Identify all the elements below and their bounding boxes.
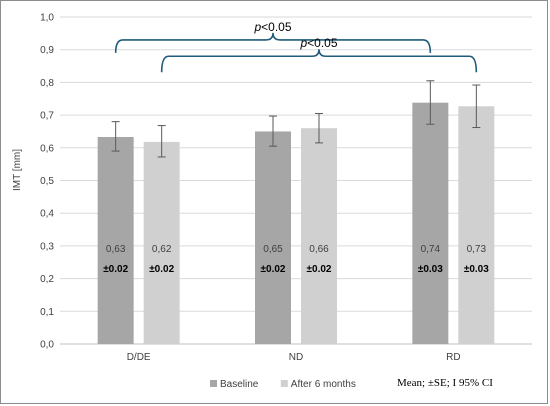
y-tick-label: 0,6 bbox=[40, 143, 54, 154]
value-label: 0,65 bbox=[263, 244, 283, 255]
bar bbox=[97, 137, 134, 344]
p-value-label: p<0.05 bbox=[253, 20, 291, 34]
value-label: 0,73 bbox=[467, 244, 487, 255]
value-label: 0,74 bbox=[421, 244, 441, 255]
value-label: 0,63 bbox=[106, 244, 126, 255]
footnote: Mean; ±SE; I 95% CI bbox=[397, 377, 493, 389]
p-threshold: <0.05 bbox=[307, 36, 338, 50]
error-bars bbox=[111, 80, 481, 158]
x-tick-label: RD bbox=[446, 352, 460, 363]
se-label: ±0.02 bbox=[307, 264, 332, 275]
p-threshold: <0.05 bbox=[261, 20, 292, 34]
y-tick-label: 0,8 bbox=[40, 78, 54, 89]
y-tick-label: 0,5 bbox=[40, 176, 54, 187]
y-tick-label: 0,7 bbox=[40, 111, 54, 122]
se-label: ±0.03 bbox=[418, 264, 443, 275]
legend-label: Baseline bbox=[220, 379, 259, 390]
y-tick-label: 0,2 bbox=[40, 274, 54, 285]
se-label: ±0.02 bbox=[103, 264, 128, 275]
y-tick-label: 0,4 bbox=[40, 209, 54, 220]
value-label: 0,62 bbox=[152, 244, 172, 255]
bar bbox=[143, 141, 180, 344]
significance-brackets: p<0.05p<0.05 bbox=[114, 20, 478, 73]
value-label: 0,66 bbox=[309, 244, 329, 255]
y-tick-labels: 0,0 0,1 0,2 0,3 0,4 0,5 0,6 0,7 0,8 0,9 1,0 bbox=[40, 13, 54, 351]
gridlines bbox=[60, 16, 532, 345]
y-tick-label: 0,9 bbox=[40, 45, 54, 56]
bracket bbox=[114, 32, 432, 53]
x-tick-label: D/DE bbox=[127, 352, 151, 363]
y-tick-label: 0,3 bbox=[40, 241, 54, 252]
p-symbol: p bbox=[253, 20, 261, 34]
y-tick-label: 0,1 bbox=[40, 307, 54, 318]
bar bbox=[255, 131, 291, 344]
legend: Baseline After 6 months bbox=[210, 379, 356, 390]
p-value-label: p<0.05 bbox=[299, 36, 337, 50]
se-label: ±0.02 bbox=[261, 264, 286, 275]
p-symbol: p bbox=[299, 36, 307, 50]
se-label: ±0.02 bbox=[149, 264, 174, 275]
se-label: ±0.03 bbox=[464, 264, 489, 275]
y-tick-label: 0,0 bbox=[40, 340, 54, 351]
y-tick-label: 1,0 bbox=[40, 13, 54, 24]
data-labels: 0,63 ±0.02 0,65 ±0.02 0,74 ±0.03 0,62 ±0.02 0,66… bbox=[103, 244, 489, 275]
bar bbox=[301, 128, 337, 344]
x-tick-label: ND bbox=[289, 352, 303, 363]
legend-swatch bbox=[210, 380, 217, 387]
bracket bbox=[160, 49, 478, 73]
bars bbox=[97, 102, 495, 345]
legend-swatch bbox=[280, 380, 288, 387]
bar bbox=[412, 102, 449, 344]
x-tick-labels: D/DE ND RD bbox=[127, 352, 461, 363]
legend-label: After 6 months bbox=[291, 379, 356, 390]
y-axis-label: IMT [mm] bbox=[12, 149, 23, 191]
bar bbox=[458, 106, 495, 345]
